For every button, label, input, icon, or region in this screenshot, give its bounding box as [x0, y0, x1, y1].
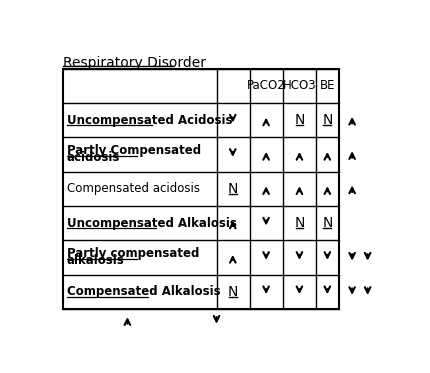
- Text: N: N: [227, 285, 238, 299]
- Text: Partly Compensated: Partly Compensated: [67, 144, 201, 157]
- Text: Uncompensated Alkalosis: Uncompensated Alkalosis: [67, 217, 237, 229]
- Text: N: N: [294, 216, 304, 230]
- Text: alkalosis: alkalosis: [67, 254, 125, 267]
- Text: Partly compensated: Partly compensated: [67, 247, 199, 260]
- Text: PaCO2: PaCO2: [247, 79, 286, 92]
- Text: Respiratory Disorder: Respiratory Disorder: [63, 56, 206, 70]
- Bar: [63, 69, 339, 309]
- Text: HCO3: HCO3: [283, 79, 316, 92]
- Text: Compensated acidosis: Compensated acidosis: [67, 182, 200, 195]
- Text: Uncompensated Acidosis: Uncompensated Acidosis: [67, 114, 233, 126]
- Text: Compensated Alkalosis: Compensated Alkalosis: [67, 285, 221, 298]
- Text: acidosis: acidosis: [67, 151, 120, 164]
- Text: N: N: [322, 113, 332, 127]
- Text: N: N: [227, 182, 238, 196]
- Text: N: N: [294, 113, 304, 127]
- Text: BE: BE: [319, 79, 335, 92]
- Text: N: N: [322, 216, 332, 230]
